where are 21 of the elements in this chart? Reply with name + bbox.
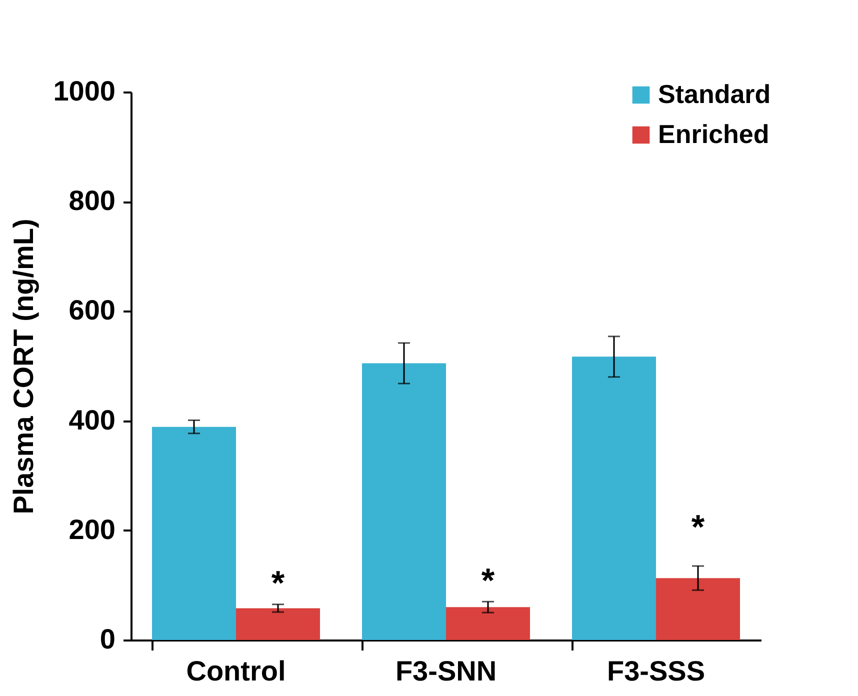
legend-label: Standard (658, 79, 771, 109)
annotation: * (481, 562, 496, 600)
bar (446, 607, 530, 640)
x-tick-label: F3-SSS (606, 656, 706, 686)
y-tick-label: 0 (100, 624, 116, 654)
y-tick-label: 400 (68, 404, 116, 436)
annotation: * (691, 508, 706, 547)
bar (236, 608, 320, 640)
bar (362, 363, 446, 640)
legend-label: Enriched (658, 119, 770, 149)
annotation: * (271, 564, 286, 603)
bar (656, 578, 740, 640)
bar (152, 426, 236, 640)
y-tick-label: 800 (68, 185, 116, 216)
y-axis-title: Plasma CORT (ng/mL) (8, 218, 40, 514)
y-tick-label: 200 (68, 514, 116, 545)
y-tick-label: 600 (68, 294, 116, 326)
x-tick-label: Control (186, 656, 286, 686)
x-tick-label: F3-SNN (395, 656, 497, 686)
y-tick-label: 1000 (53, 76, 116, 106)
bar (572, 356, 656, 640)
